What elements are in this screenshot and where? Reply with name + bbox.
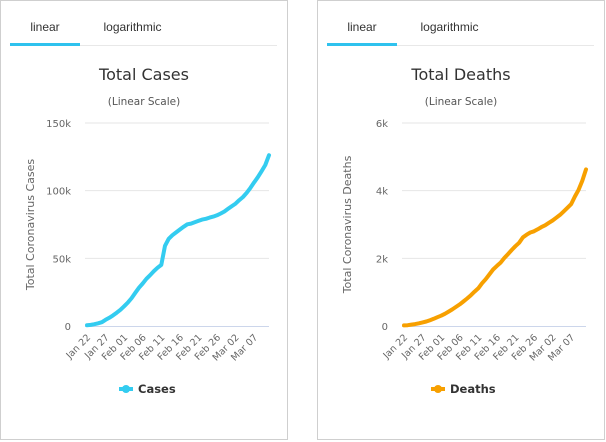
deaths-chart: Total Deaths (Linear Scale) Total Coronavi… <box>341 65 588 396</box>
y-tick-label: 0 <box>65 322 71 333</box>
chart-title: Total Cases <box>98 65 189 84</box>
cases-chart: Total Cases (Linear Scale) Total Coronavir… <box>24 65 271 396</box>
chart-subtitle: (Linear Scale) <box>425 96 497 108</box>
chart-subtitle: (Linear Scale) <box>108 96 180 108</box>
scale-tabs: linear logarithmic <box>10 11 277 46</box>
legend-label: Cases <box>138 382 176 396</box>
y-axis-label: Total Coronavirus Deaths <box>341 155 354 294</box>
tab-linear[interactable]: linear <box>327 11 397 46</box>
legend: Cases <box>119 382 176 396</box>
y-tick-label: 6k <box>376 119 388 130</box>
y-axis-label: Total Coronavirus Cases <box>24 159 37 292</box>
y-tick-label: 50k <box>52 254 71 265</box>
y-tick-label: 2k <box>376 254 388 265</box>
tab-logarithmic[interactable]: logarithmic <box>420 20 479 34</box>
tab-logarithmic[interactable]: logarithmic <box>103 20 162 34</box>
legend-label: Deaths <box>450 382 496 396</box>
tab-linear[interactable]: linear <box>10 11 80 46</box>
series-line-cases <box>85 153 271 328</box>
y-tick-label: 150k <box>46 119 71 130</box>
legend-marker <box>434 385 442 393</box>
cases-panel: linear logarithmic Total Cases (Linear Sc… <box>0 0 288 440</box>
y-tick-label: 4k <box>376 187 388 198</box>
deaths-panel: linear logarithmic Total Deaths (Linear S… <box>317 0 605 440</box>
series-line-deaths <box>402 167 588 328</box>
legend: Deaths <box>431 382 496 396</box>
chart-title: Total Deaths <box>410 65 510 84</box>
scale-tabs: linear logarithmic <box>327 11 594 46</box>
y-tick-label: 0 <box>382 322 388 333</box>
legend-marker <box>122 385 130 393</box>
y-tick-label: 100k <box>46 187 71 198</box>
